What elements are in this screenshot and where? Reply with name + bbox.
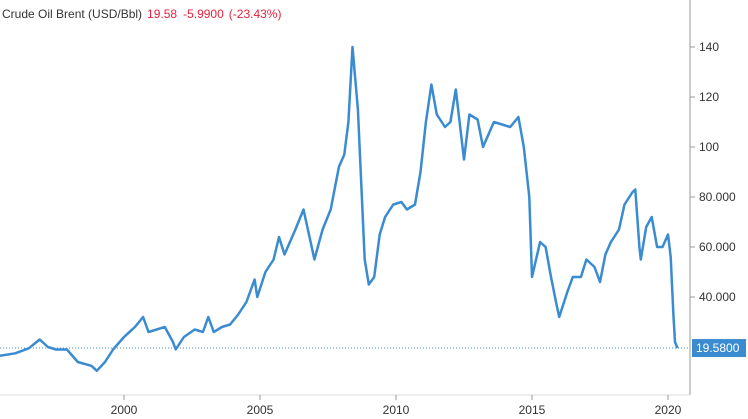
chart-header: Crude Oil Brent (USD/Bbl) 19.58 -5.9900 (-2…	[2, 7, 281, 21]
x-tick-label: 2010	[383, 403, 410, 417]
y-tick-label: 60.000	[699, 240, 736, 254]
y-tick-label: 40.000	[699, 290, 736, 304]
x-tick-label: 2005	[247, 403, 274, 417]
last-value-label: 19.5800	[696, 341, 740, 355]
x-tick-label: 2015	[519, 403, 546, 417]
y-tick-label: 100	[699, 140, 719, 154]
x-tick-label: 2000	[111, 403, 138, 417]
change-pct: (-23.43%)	[229, 7, 282, 21]
change: -5.9900	[183, 7, 224, 21]
y-tick-label: 140	[699, 40, 719, 54]
price-line	[0, 45, 679, 373]
price: 19.58	[147, 7, 177, 21]
y-tick-label: 120	[699, 90, 719, 104]
y-tick-label: 80.000	[699, 190, 736, 204]
last-value-box	[692, 339, 746, 358]
x-tick-label: 2020	[655, 403, 682, 417]
chart-title: Crude Oil Brent (USD/Bbl)	[2, 7, 142, 21]
